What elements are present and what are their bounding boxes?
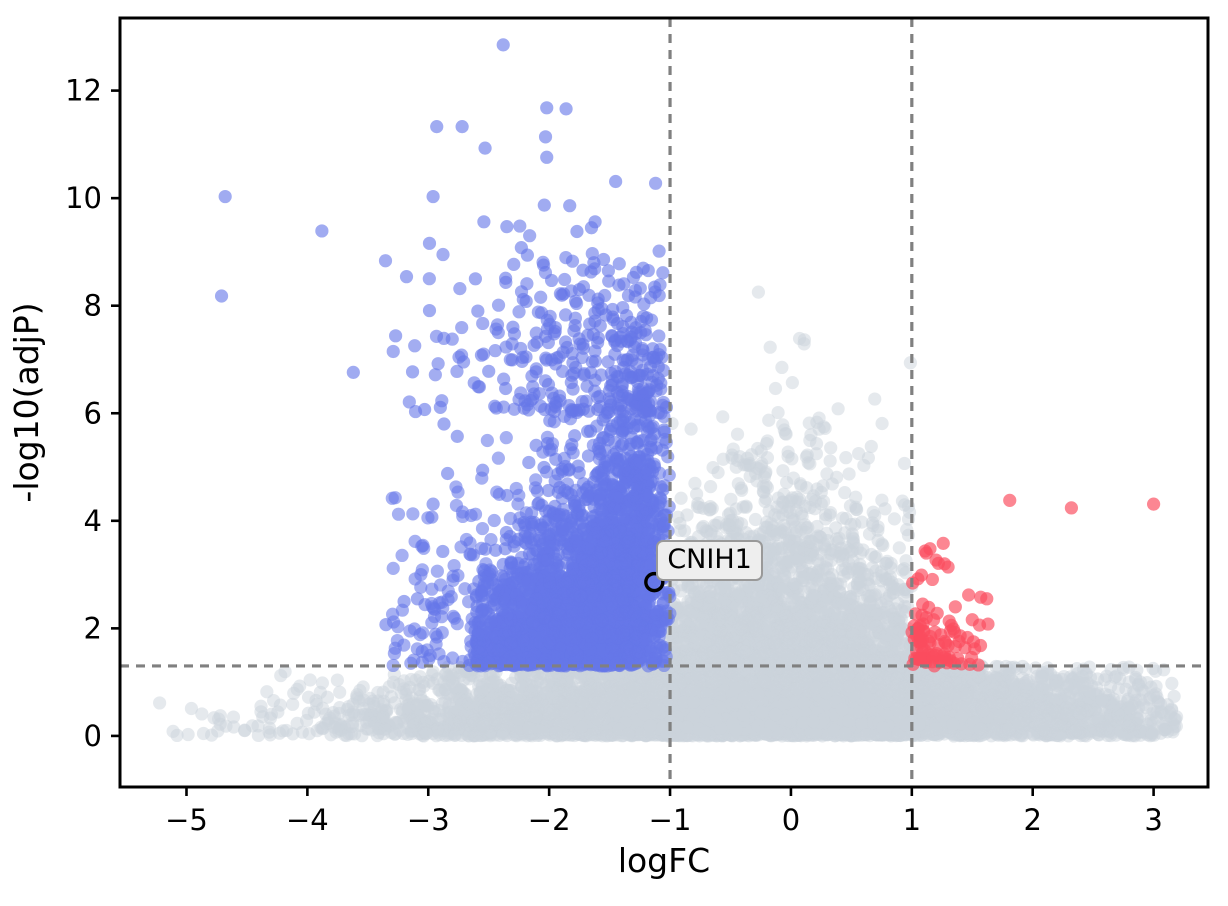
data-point bbox=[196, 726, 211, 741]
data-point bbox=[684, 422, 698, 436]
data-point bbox=[869, 549, 883, 564]
data-point bbox=[278, 665, 292, 679]
nonsignificant-points-group bbox=[153, 285, 1184, 743]
data-point bbox=[831, 402, 845, 416]
data-point bbox=[181, 727, 195, 742]
data-point bbox=[413, 670, 427, 684]
data-point bbox=[1165, 676, 1179, 691]
data-point bbox=[748, 512, 763, 527]
data-point bbox=[839, 451, 853, 465]
data-point bbox=[887, 512, 902, 526]
data-point bbox=[674, 491, 688, 505]
data-point bbox=[875, 493, 889, 507]
data-point bbox=[195, 707, 209, 721]
data-point bbox=[868, 392, 882, 406]
data-point bbox=[759, 436, 774, 451]
data-point bbox=[864, 439, 878, 454]
data-point bbox=[333, 685, 347, 699]
data-point bbox=[763, 340, 777, 354]
data-point bbox=[688, 476, 702, 490]
data-point bbox=[892, 541, 906, 555]
data-point bbox=[875, 416, 889, 431]
data-point bbox=[897, 456, 912, 471]
data-point bbox=[184, 701, 199, 716]
data-point bbox=[838, 486, 852, 500]
